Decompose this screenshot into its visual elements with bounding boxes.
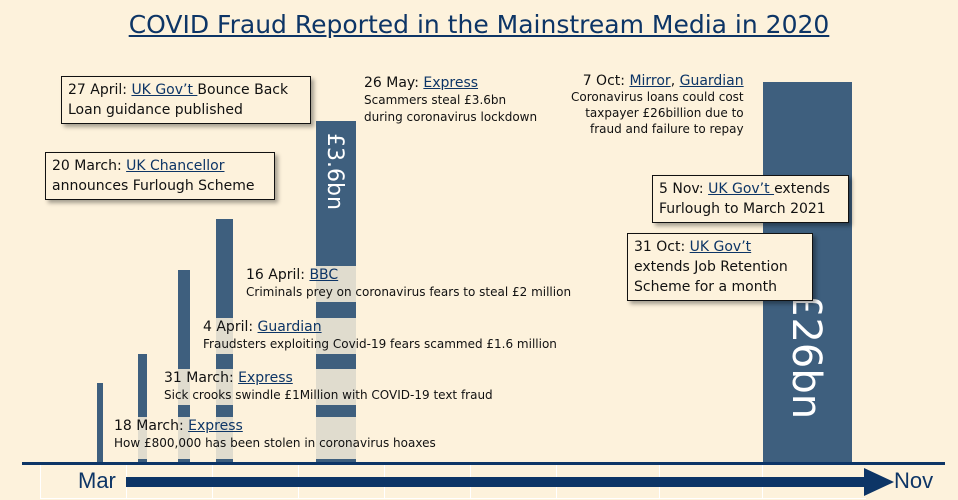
axis-start-label: Mar	[78, 468, 116, 493]
source-link[interactable]: UK Gov’t	[131, 82, 198, 98]
note-mar31: 31 March: Express Sick crooks swindle £1…	[161, 369, 689, 405]
bar-apr4	[178, 270, 190, 463]
timeline-arrow-icon	[126, 468, 894, 496]
callout-text: Loan guidance published	[68, 102, 243, 118]
callout-text: Scheme for a month	[634, 279, 777, 295]
source-link[interactable]: UK Chancellor	[126, 158, 225, 174]
note-date: 4 April:	[203, 319, 258, 335]
note-text: taxpayer £26billion due to	[585, 106, 744, 120]
source-link[interactable]: Mirror	[629, 73, 671, 89]
note-text: How £800,000 has been stolen in coronavi…	[114, 436, 436, 450]
callout-nov5: 5 Nov: UK Gov’t extends Furlough to Marc…	[652, 175, 849, 223]
note-apr4: 4 April: Guardian Fraudsters exploiting …	[200, 318, 689, 354]
bar-mar18	[97, 383, 103, 463]
callout-oct31: 31 Oct: UK Gov’t extends Job Retention S…	[627, 233, 813, 301]
note-oct7: 7 Oct: Mirror, Guardian Coronavirus loan…	[568, 72, 747, 138]
note-date: 18 March:	[114, 418, 189, 434]
note-text: Fraudsters exploiting Covid-19 fears sca…	[203, 337, 557, 351]
title-text: COVID Fraud Reported in the Mainstream M…	[128, 10, 830, 39]
note-text: Sick crooks swindle £1Million with COVID…	[164, 388, 493, 402]
callout-text: Bounce Back	[197, 82, 289, 98]
source-link[interactable]: Express	[423, 75, 479, 91]
axis-end-label: Nov	[894, 468, 934, 493]
note-text: fraud and failure to repay	[589, 122, 744, 136]
source-link[interactable]: BBC	[309, 267, 339, 283]
source-link[interactable]: UK Gov’t	[708, 181, 775, 197]
note-date: 26 May:	[364, 75, 424, 91]
source-link[interactable]: UK Gov’t	[689, 239, 752, 255]
note-text: Scammers steal £3.6bn	[364, 93, 507, 107]
callout-text: extends	[774, 181, 830, 197]
note-apr16: 16 April: BBC Criminals prey on coronavi…	[243, 266, 689, 302]
callout-date: 20 March:	[52, 158, 127, 174]
callout-text: extends Job Retention	[634, 259, 788, 275]
source-link[interactable]: Express	[238, 370, 293, 386]
note-date: 7 Oct:	[582, 73, 630, 89]
separator: ,	[670, 73, 680, 89]
note-text: during coronavirus lockdown	[364, 110, 538, 124]
grid-cell	[40, 465, 127, 499]
note-text: Criminals prey on coronavirus fears to s…	[246, 285, 572, 299]
source-link[interactable]: Guardian	[257, 319, 322, 335]
note-may26: 26 May: Express Scammers steal £3.6bn du…	[361, 74, 540, 127]
callout-text: Furlough to March 2021	[659, 201, 826, 217]
chart-title: COVID Fraud Reported in the Mainstream M…	[0, 10, 958, 39]
source-link[interactable]: Express	[188, 418, 243, 434]
callout-apr27: 27 April: UK Gov’t Bounce Back Loan guid…	[61, 76, 311, 124]
callout-date: 31 Oct:	[634, 239, 690, 255]
callout-text: announces Furlough Scheme	[52, 178, 255, 194]
source-link[interactable]: Guardian	[679, 73, 744, 89]
callout-date: 27 April:	[68, 82, 132, 98]
note-text: Coronavirus loans could cost	[571, 90, 744, 104]
bar-label: £3.6bn	[322, 133, 347, 210]
note-date: 31 March:	[164, 370, 239, 386]
note-mar18: 18 March: Express How £800,000 has been …	[111, 417, 689, 459]
callout-date: 5 Nov:	[659, 181, 709, 197]
callout-mar20: 20 March: UK Chancellor announces Furlou…	[45, 152, 275, 200]
bar-label: £26bn	[783, 292, 829, 420]
note-date: 16 April:	[246, 267, 310, 283]
baseline	[22, 462, 945, 465]
bar-mar31	[138, 354, 147, 463]
